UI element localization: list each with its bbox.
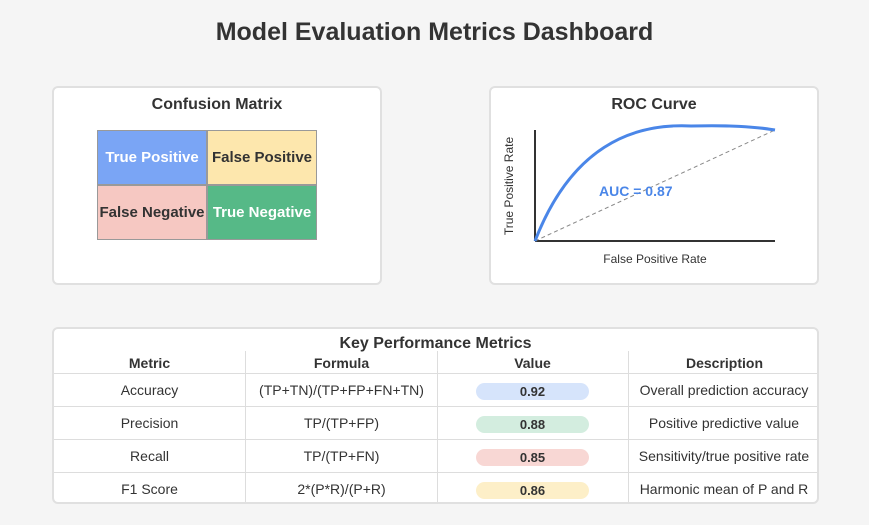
cell-description: Overall prediction accuracy [639,382,809,398]
cm-cell-false-positive: False Positive [207,130,317,185]
cell-metric: F1 Score [121,481,178,497]
cell-description: Positive predictive value [648,415,800,431]
metrics-table-card: Key Performance Metrics Metric Formula V… [52,327,819,504]
confusion-matrix-title: Confusion Matrix [151,96,283,113]
table-row: Precision TP/(TP+FP) 0.88 Positive predi… [54,406,817,440]
cell-description: Sensitivity/true positive rate [638,448,810,464]
value-badge: 0.92 [476,382,589,400]
header-value: Value [514,355,551,371]
table-row: Recall TP/(TP+FN) 0.85 Sensitivity/true … [54,439,817,473]
roc-curve-title: ROC Curve [611,96,697,113]
cell-formula: (TP+TN)/(TP+FP+FN+TN) [259,382,424,398]
roc-diagonal-baseline [534,129,776,242]
cell-formula: 2*(P*R)/(P+R) [297,481,386,497]
cm-cell-true-positive: True Positive [97,130,207,185]
column-divider [437,351,438,502]
cell-formula: TP/(TP+FP) [303,415,380,431]
cell-metric: Accuracy [120,382,179,398]
table-row: F1 Score 2*(P*R)/(P+R) 0.86 Harmonic mea… [54,472,817,502]
value-badge: 0.85 [476,448,589,466]
header-metric: Metric [128,355,171,371]
roc-ylabel: True Positive Rate [502,137,516,236]
cell-value: 0.92 [437,374,628,407]
cell-formula: TP/(TP+FN) [303,448,380,464]
value-badge: 0.86 [476,481,589,499]
cell-value: 0.88 [437,407,628,440]
cm-cell-true-negative: True Negative [207,185,317,240]
cm-cell-false-negative: False Negative [97,185,207,240]
cell-metric: Recall [130,448,169,464]
cell-description: Harmonic mean of P and R [639,481,809,497]
header-description: Description [685,355,763,371]
page-title: Model Evaluation Metrics Dashboard [215,18,654,46]
cell-value: 0.86 [437,473,628,502]
metrics-table-title: Key Performance Metrics [339,335,532,352]
value-badge: 0.88 [476,415,589,433]
table-row: Accuracy (TP+TN)/(TP+FP+FN+TN) 0.92 Over… [54,373,817,407]
column-divider [245,351,246,502]
roc-chart: AUC = 0.87 False Positive Rate True Posi… [502,124,776,266]
roc-curve-line [533,124,776,242]
roc-curve-card: ROC Curve AUC = 0.87 False Positive Rate… [489,86,819,285]
header-formula: Formula [313,355,370,371]
column-divider [628,351,629,502]
confusion-matrix-card: Confusion Matrix True Positive False Pos… [52,86,382,285]
cell-value: 0.85 [437,440,628,473]
roc-auc-label: AUC = 0.87 [599,183,673,199]
cell-metric: Precision [120,415,179,431]
roc-xlabel: False Positive Rate [603,252,707,266]
